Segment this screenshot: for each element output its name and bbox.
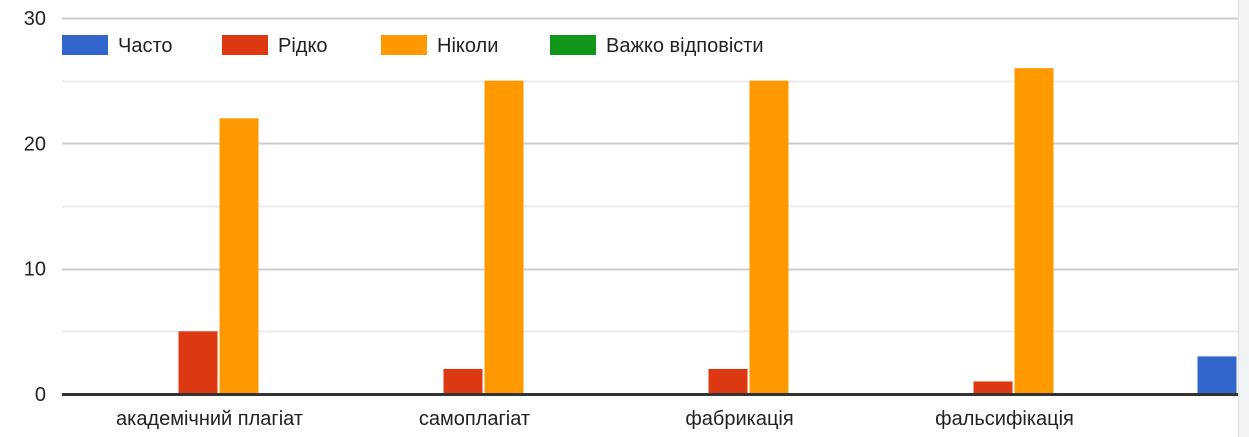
- y-tick-label: 30: [24, 8, 46, 30]
- legend-swatch-1: [62, 35, 108, 55]
- legend-swatch-4: [550, 35, 596, 55]
- x-category-label: академічний плагіат: [116, 408, 303, 430]
- x-axis-labels: академічний плагіат самоплагіат фабрикація…: [116, 408, 1074, 430]
- x-category-label: самоплагіат: [419, 408, 530, 430]
- bar-2-cat-3[interactable]: [708, 368, 748, 394]
- legend-label-4: Важко відповісти: [606, 35, 764, 57]
- x-category-label: фабрикація: [685, 408, 793, 430]
- bar-2-cat-4[interactable]: [973, 381, 1013, 394]
- legend: Часто Рідко Ніколи Важко відповісти: [62, 35, 764, 57]
- bar-1-cat-5[interactable]: [1197, 356, 1237, 394]
- vertical-scrollbar[interactable]: [1238, 0, 1249, 437]
- legend-label-1: Часто: [118, 35, 173, 57]
- bar-3-cat-3[interactable]: [749, 80, 789, 395]
- legend-swatch-2: [222, 35, 268, 55]
- legend-label-3: Ніколи: [437, 35, 498, 57]
- bars: [178, 68, 1237, 395]
- y-tick-label: 0: [35, 384, 46, 406]
- bar-2-cat-1[interactable]: [178, 331, 218, 394]
- bar-3-cat-2[interactable]: [484, 80, 524, 395]
- bar-3-cat-4[interactable]: [1014, 68, 1054, 394]
- x-category-label: фальсифікація: [935, 408, 1074, 430]
- legend-label-2: Рідко: [278, 35, 328, 57]
- y-axis-ticks: 0 10 20 30: [24, 8, 46, 406]
- y-tick-label: 10: [24, 259, 46, 281]
- y-tick-label: 20: [24, 133, 46, 155]
- bar-2-cat-2[interactable]: [443, 368, 483, 394]
- bar-3-cat-1[interactable]: [219, 118, 259, 395]
- legend-swatch-3: [381, 35, 427, 55]
